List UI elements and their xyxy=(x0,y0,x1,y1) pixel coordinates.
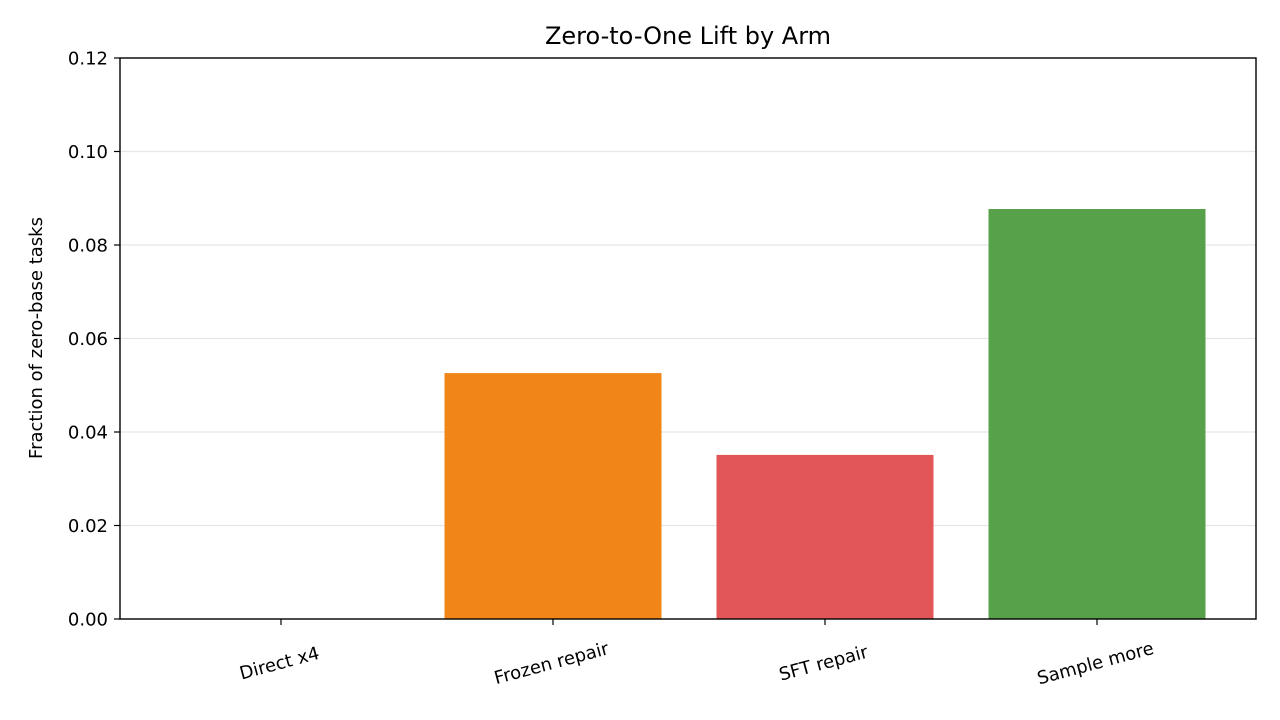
y-tick-label: 0.10 xyxy=(68,142,108,163)
chart-title: Zero-to-One Lift by Arm xyxy=(545,22,831,50)
bar-frozen-repair xyxy=(444,373,662,619)
bar-layer xyxy=(444,209,1206,619)
x-tick-label: Direct x4 xyxy=(237,643,321,684)
y-tick-label: 0.12 xyxy=(68,49,108,70)
x-tick-label: Frozen repair xyxy=(492,638,612,689)
bar-sample-more xyxy=(988,209,1206,619)
y-tick-label: 0.04 xyxy=(68,423,108,444)
y-axis-label: Fraction of zero-base tasks xyxy=(26,217,47,459)
y-tick-label: 0.00 xyxy=(68,610,108,631)
bar-sft-repair xyxy=(716,454,934,619)
y-tick-label: 0.08 xyxy=(68,236,108,257)
x-tick-label: Sample more xyxy=(1035,638,1156,689)
y-axis: 0.00 0.02 0.04 0.06 0.08 0.10 0.12 xyxy=(68,49,120,631)
x-tick-label: SFT repair xyxy=(777,642,871,686)
y-tick-label: 0.02 xyxy=(68,516,108,537)
y-tick-label: 0.06 xyxy=(68,329,108,350)
x-axis: Direct x4 Frozen repair SFT repair Sample m… xyxy=(237,619,1156,689)
